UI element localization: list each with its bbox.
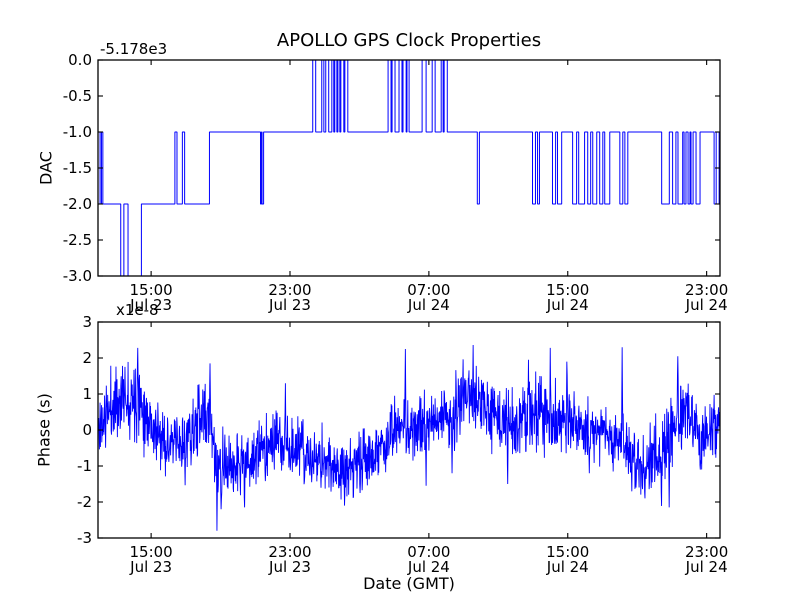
x-tick-label-time: 23:00: [685, 281, 728, 299]
y-tick-label: -1: [77, 457, 92, 475]
dac-axis-offset-text: -5.178e3: [100, 40, 168, 58]
phase-axis-multiplier: x1e-8: [116, 301, 159, 319]
x-tick-label-date: Jul 23: [129, 558, 172, 576]
x-tick-label-date: Jul 23: [268, 296, 311, 314]
x-tick-label-date: Jul 24: [407, 296, 450, 314]
x-tick-label-time: 23:00: [268, 543, 311, 561]
x-tick-label-time: 07:00: [407, 281, 450, 299]
y-tick-label: 0.0: [68, 51, 92, 69]
y-tick-label: -3: [77, 529, 92, 547]
phase-series-line: [97, 345, 721, 531]
x-tick-label-date: Jul 24: [407, 558, 450, 576]
y-tick-label: -1.0: [63, 123, 92, 141]
x-tick-label-date: Jul 24: [685, 558, 728, 576]
y-tick-label: 2: [82, 349, 92, 367]
dac-axis-label: DAC: [36, 151, 56, 185]
y-tick-label: 1: [82, 385, 92, 403]
x-tick-label-time: 23:00: [685, 543, 728, 561]
x-tick-label-time: 15:00: [130, 543, 173, 561]
y-tick-label: -1.5: [63, 159, 92, 177]
x-tick-label-date: Jul 23: [268, 558, 311, 576]
y-tick-label: -2: [77, 493, 92, 511]
x-tick-label-date: Jul 23: [129, 296, 172, 314]
y-tick-label: -0.5: [63, 87, 92, 105]
y-tick-label: -2.5: [63, 231, 92, 249]
y-tick-label: 0: [82, 421, 92, 439]
x-tick-label-time: 15:00: [546, 543, 589, 561]
x-tick-label-date: Jul 24: [685, 296, 728, 314]
x-axis-label: Date (GMT): [363, 574, 455, 593]
phase-axis-label: Phase (s): [34, 393, 54, 467]
dac-series-line: [98, 59, 720, 277]
x-tick-label-time: 15:00: [546, 281, 589, 299]
x-tick-label-time: 07:00: [407, 543, 450, 561]
y-tick-label: -3.0: [63, 267, 92, 285]
x-tick-label-time: 23:00: [268, 281, 311, 299]
figure-title: APOLLO GPS Clock Properties: [276, 30, 542, 51]
x-tick-label-date: Jul 24: [546, 296, 589, 314]
y-tick-label: -2.0: [63, 195, 92, 213]
x-tick-label-date: Jul 24: [546, 558, 589, 576]
y-tick-label: 3: [82, 313, 92, 331]
x-tick-label-time: 15:00: [130, 281, 173, 299]
